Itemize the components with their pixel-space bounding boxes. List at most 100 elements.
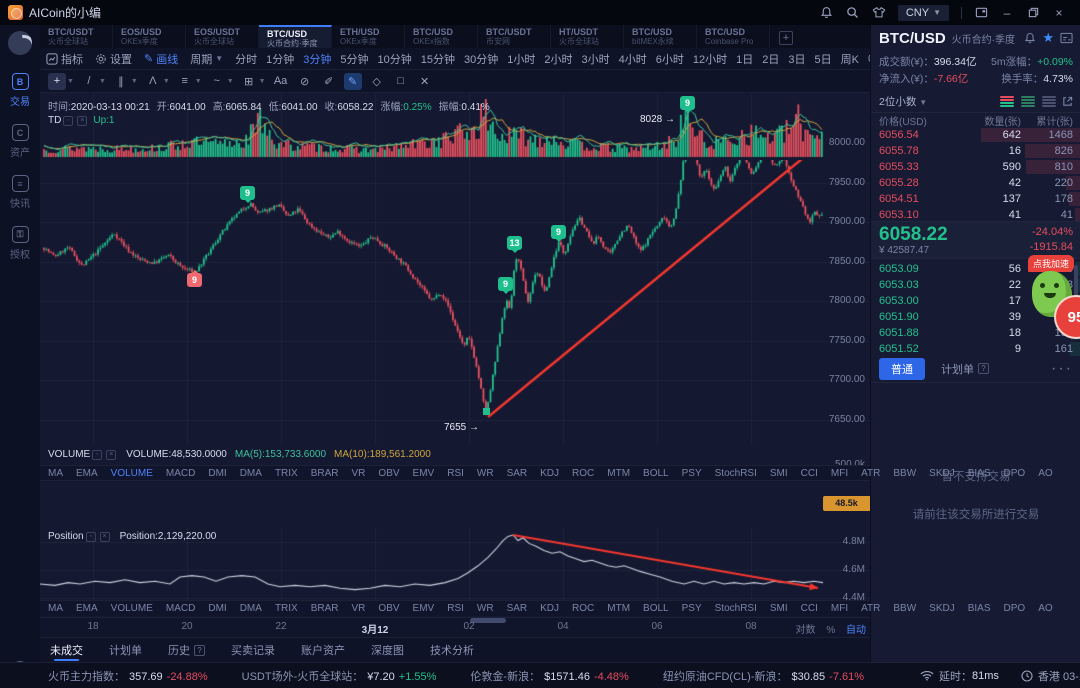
bottom-tab-买卖记录[interactable]: 买卖记录 [231, 645, 275, 657]
bottom-tab-计划单[interactable]: 计划单 [109, 645, 142, 657]
fibonacci-grid-tool[interactable]: ⊞ ▼ [240, 73, 266, 90]
td-settings-icon[interactable]: ◦ [63, 115, 74, 126]
indicator-tab-mfi[interactable]: MFI [830, 467, 849, 479]
indicator-tab-roc[interactable]: ROC [572, 467, 595, 479]
indicator-tab-wr[interactable]: WR [476, 603, 494, 614]
indicator-tab-rsi[interactable]: RSI [447, 467, 464, 479]
volume-settings-icon[interactable]: ◦ [92, 449, 103, 460]
indicator-tab-smi[interactable]: SMI [769, 603, 788, 614]
indicator-tab-volume[interactable]: VOLUME [110, 467, 153, 479]
market-tab-btc-usdt[interactable]: BTC/USDT 币安网 [478, 25, 551, 48]
bottom-tab-技术分析[interactable]: 技术分析 [430, 645, 474, 657]
layout-screenshot-icon[interactable] [968, 4, 994, 22]
draw-line-button[interactable]: ✎ 画线 [144, 51, 178, 67]
indicator-tab-volume[interactable]: VOLUME [110, 603, 153, 614]
more-options-icon[interactable]: ··· [1051, 359, 1073, 377]
volume-canvas[interactable] [40, 93, 870, 160]
indicator-tab-brar[interactable]: BRAR [310, 467, 339, 479]
indicator-tab-ema[interactable]: EMA [76, 603, 98, 614]
period-2日[interactable]: 2日 [762, 53, 780, 66]
orderbook-ask-row[interactable]: 6055.33 590 810 [871, 159, 1080, 175]
period-5分钟[interactable]: 5分钟 [340, 53, 369, 66]
bottom-tab-账户资产[interactable]: 账户资产 [301, 645, 345, 657]
indicator-tab-kdj[interactable]: KDJ [540, 603, 560, 614]
bottom-tab-深度图[interactable]: 深度图 [371, 645, 404, 657]
indicator-tab-obv[interactable]: OBV [378, 603, 400, 614]
indicator-button[interactable]: 指标 [46, 51, 83, 67]
currency-selector[interactable]: CNY ▼ [897, 4, 949, 21]
bottom-tab-未成交[interactable]: 未成交 [50, 638, 83, 662]
indicator-tab-bbw[interactable]: BBW [893, 467, 917, 479]
indicator-tab-skdj[interactable]: SKDJ [929, 603, 955, 614]
chart-area[interactable]: 时间:2020-03-13 00:21 开:6041.00 高:6065.84 低:6… [40, 93, 1053, 637]
theme-skin-icon[interactable] [866, 4, 892, 22]
period-30分钟[interactable]: 30分钟 [464, 53, 499, 66]
position-canvas[interactable] [40, 528, 870, 600]
indicator-tab-mfi[interactable]: MFI [830, 603, 849, 614]
indicator-tab-macd[interactable]: MACD [165, 467, 196, 479]
indicator-tab-bias[interactable]: BIAS [967, 603, 991, 614]
market-tab-btc-usdt[interactable]: BTC/USDT 火币全球站 [40, 25, 113, 48]
orderbook-ask-row[interactable]: 6055.78 16 826 [871, 143, 1080, 159]
indicator-tab-ema[interactable]: EMA [76, 467, 98, 479]
indicator-tab-stochrsi[interactable]: StochRSI [714, 603, 757, 614]
indicator-tab-dpo[interactable]: DPO [1003, 603, 1026, 614]
indicator-tab-ao[interactable]: AO [1038, 603, 1053, 614]
period-dropdown[interactable]: 周期 ▼ [190, 51, 223, 67]
market-tab-eos-usd[interactable]: EOS/USD OKEx季度 [113, 25, 186, 48]
indicator-tab-vr[interactable]: VR [351, 603, 366, 614]
add-tab-button[interactable]: + [770, 25, 800, 48]
indicator-tab-trix[interactable]: TRIX [274, 603, 298, 614]
indicator-tab-brar[interactable]: BRAR [310, 603, 339, 614]
market-tab-eth-usd[interactable]: ETH/USD OKEx季度 [332, 25, 405, 48]
td-close-icon[interactable]: × [77, 115, 88, 126]
position-settings-icon[interactable]: ◦ [85, 531, 96, 542]
indicator-tab-wr[interactable]: WR [476, 467, 494, 479]
crosshair-tool[interactable]: + ▼ [48, 72, 74, 90]
draw-pen-tool[interactable]: ✎ [343, 72, 362, 90]
period-12小时[interactable]: 12小时 [692, 53, 728, 66]
bottom-tab-历史[interactable]: 历史? [168, 638, 205, 662]
indicator-tab-dmi[interactable]: DMI [208, 603, 227, 614]
log-scale-toggle[interactable]: 对数 [795, 625, 816, 636]
indicator-tab-bias[interactable]: BIAS [967, 467, 991, 479]
indicator-tab-cci[interactable]: CCI [800, 467, 818, 479]
close-button[interactable]: × [1055, 5, 1063, 20]
indicator-tab-ma[interactable]: MA [48, 467, 63, 479]
magnet-tool[interactable]: ◇ [368, 73, 386, 90]
promo-mascot[interactable]: 点我加速 95 [1016, 255, 1080, 365]
plan-order-tab[interactable]: 计划单? [941, 361, 989, 377]
period-1分钟[interactable]: 1分钟 [266, 53, 295, 66]
settings-button[interactable]: 设置 [95, 51, 132, 67]
eraser-tool[interactable]: ⊘ [296, 73, 314, 90]
indicator-tab-rsi[interactable]: RSI [447, 603, 464, 614]
pitchfork-tool[interactable]: Λ ▼ [144, 73, 170, 90]
period-6小时[interactable]: 6小时 [655, 53, 684, 66]
maximize-button[interactable] [1020, 4, 1046, 22]
indicator-tab-emv[interactable]: EMV [412, 467, 435, 479]
indicator-tab-mtm[interactable]: MTM [607, 603, 631, 614]
period-3小时[interactable]: 3小时 [581, 53, 610, 66]
trendline-tool[interactable]: / ▼ [80, 73, 105, 90]
position-close-icon[interactable]: × [99, 531, 110, 542]
orderbook-ask-row[interactable]: 6055.28 42 220 [871, 175, 1080, 191]
indicator-tab-vr[interactable]: VR [351, 467, 366, 479]
indicator-tab-dma[interactable]: DMA [239, 603, 262, 614]
percent-scale-toggle[interactable]: % [826, 625, 836, 636]
indicator-tab-dmi[interactable]: DMI [208, 467, 227, 479]
minimize-button[interactable]: – [1003, 5, 1011, 20]
sidebar-item-快讯[interactable]: ≡ 快讯 [10, 175, 30, 210]
precision-dropdown[interactable]: 2位小数 ▼ [879, 96, 928, 108]
market-tab-btc-usd[interactable]: BTC/USD 火币合约·季度 [259, 25, 332, 48]
search-icon[interactable] [840, 4, 866, 22]
indicator-tab-macd[interactable]: MACD [165, 603, 196, 614]
copy-tool[interactable]: □ [392, 73, 410, 90]
promo-bubble[interactable]: 点我加速 [1027, 255, 1074, 272]
market-tab-ht-usdt[interactable]: HT/USDT 火币全球站 [551, 25, 624, 48]
parallel-channel-tool[interactable]: ∥ ▼ [112, 73, 138, 90]
orderbook-scrollbar[interactable] [1074, 265, 1078, 327]
indicator-tab-roc[interactable]: ROC [572, 603, 595, 614]
indicator-tab-stochrsi[interactable]: StochRSI [714, 467, 757, 479]
orderbook-ask-row[interactable]: 6056.54 642 1468 [871, 127, 1080, 143]
indicator-tab-ao[interactable]: AO [1038, 467, 1053, 479]
